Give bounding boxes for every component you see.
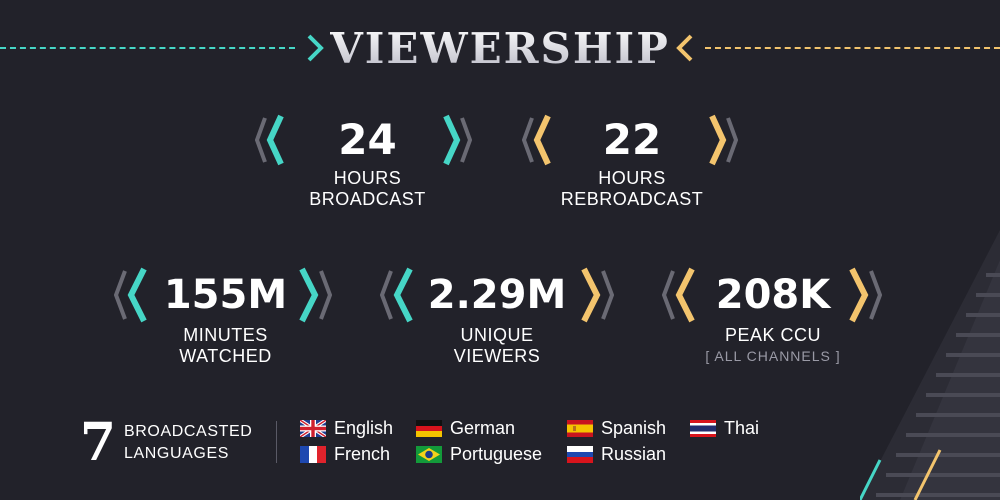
bracket-left-icon (380, 267, 413, 323)
language-name: Thai (724, 417, 760, 438)
language-count: 7 (79, 412, 117, 473)
bracket-right-icon (709, 114, 738, 166)
header-divider-left (0, 47, 295, 49)
stat-value: 24 (338, 115, 397, 164)
languages-label-line1: BROADCASTED (124, 423, 253, 440)
stat-hours-rebroadcast: 22 HOURS REBROADCAST (552, 112, 712, 210)
russia-flag-icon (567, 445, 593, 463)
france-flag-icon (300, 445, 326, 463)
languages-divider (276, 421, 277, 463)
bracket-right-icon (299, 267, 332, 323)
language-item-russian: Russian (567, 443, 666, 465)
germany-flag-icon (416, 419, 442, 437)
language-name: German (450, 417, 516, 438)
bracket-left-icon (522, 114, 551, 166)
language-name: Spanish (601, 417, 667, 438)
spain-flag-icon (567, 419, 593, 437)
bracket-left-icon (114, 267, 147, 323)
bracket-right-icon (581, 267, 614, 323)
stat-unique-viewers: 2.29M UNIQUE VIEWERS (412, 265, 582, 367)
stat-label: HOURS (333, 168, 402, 188)
language-name: English (334, 417, 394, 438)
thailand-flag-icon (690, 419, 716, 437)
stat-value: 208K (715, 272, 831, 318)
language-item-spanish: Spanish (567, 417, 666, 439)
language-name: French (334, 443, 391, 464)
stat-hours-broadcast: 24 HOURS BROADCAST (285, 112, 450, 210)
stat-label: REBROADCAST (560, 189, 704, 209)
bracket-left-icon (662, 267, 695, 323)
stat-value: 22 (602, 115, 662, 164)
stat-minutes-watched: 155M MINUTES WATCHED (148, 265, 303, 367)
language-item-french: French (300, 443, 390, 465)
chevron-left-icon (676, 34, 693, 62)
decorative-stripes (860, 230, 1000, 500)
stat-value: 155M (163, 272, 288, 318)
languages-label: BROADCASTED LANGUAGES (124, 421, 252, 465)
bracket-left-icon (255, 114, 284, 166)
bracket-right-icon (443, 114, 472, 166)
page-title: VIEWERSHIP (330, 24, 670, 73)
language-name: Russian (601, 443, 667, 464)
stat-value: 2.29M (427, 272, 567, 318)
language-item-german: German (416, 417, 515, 439)
language-item-thai: Thai (690, 417, 759, 439)
uk-flag-icon (300, 419, 326, 437)
stat-label: MINUTES (183, 325, 268, 345)
language-item-english: English (300, 417, 393, 439)
stat-label: HOURS (598, 168, 666, 188)
stat-label: BROADCAST (309, 189, 426, 209)
header-divider-right (705, 47, 1000, 49)
brazil-flag-icon (416, 445, 442, 463)
bracket-right-icon (849, 267, 882, 323)
stat-sublabel: [ ALL CHANNELS ] (705, 348, 841, 364)
stat-peak-ccu: 208K PEAK CCU [ ALL CHANNELS ] (694, 265, 852, 366)
stat-label: UNIQUE (460, 325, 534, 345)
language-name: Portuguese (450, 443, 543, 464)
language-item-portuguese: Portuguese (416, 443, 542, 465)
languages-label-line2: LANGUAGES (124, 445, 229, 462)
stat-label: PEAK CCU (724, 325, 822, 345)
chevron-right-icon (307, 34, 324, 62)
stat-label: WATCHED (179, 346, 272, 366)
stat-label: VIEWERS (453, 346, 541, 366)
